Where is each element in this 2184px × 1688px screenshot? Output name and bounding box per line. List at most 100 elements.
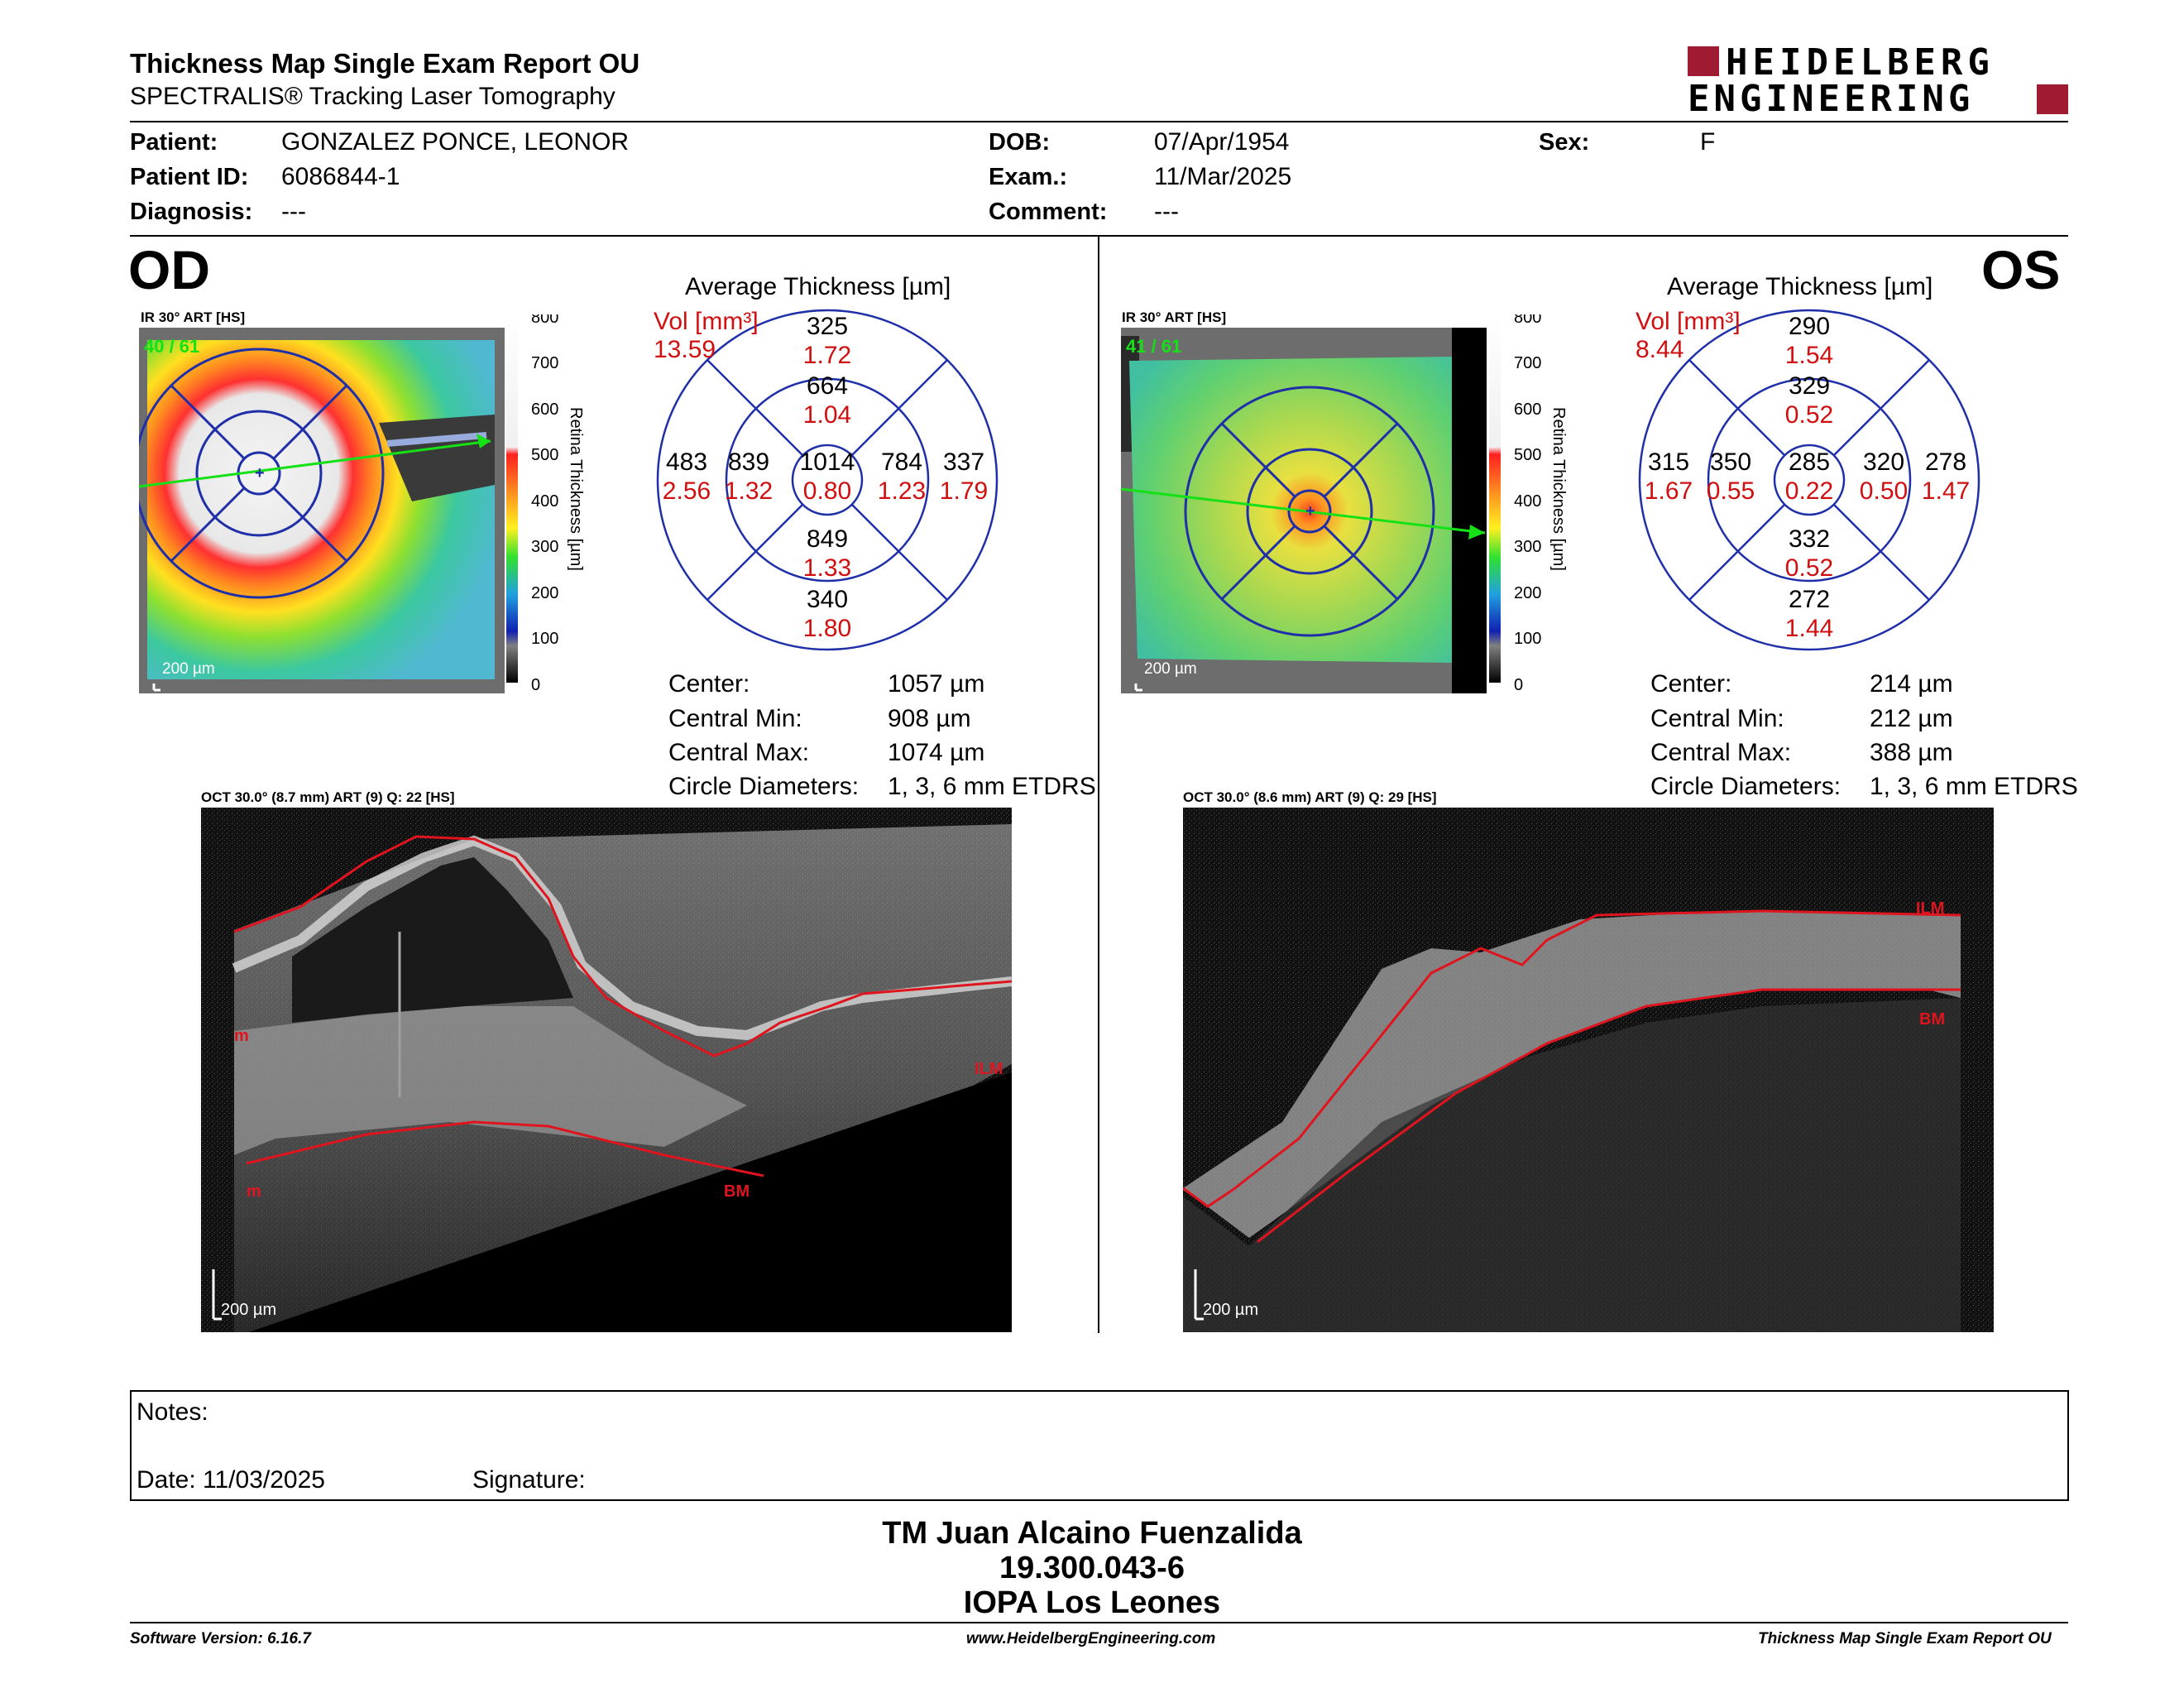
od-map-scale: 200 µm bbox=[162, 660, 215, 678]
os-thickness-map: + 41 / 61 200 µm bbox=[1121, 328, 1487, 693]
dob-label: DOB: bbox=[989, 129, 1051, 156]
os-outer-sup: 290 bbox=[1788, 313, 1831, 340]
svg-text:300: 300 bbox=[1514, 538, 1541, 556]
os-oct-label: OCT 30.0° (8.6 mm) ART (9) Q: 29 [HS] bbox=[1183, 789, 1437, 805]
patient-rule bbox=[130, 235, 2068, 237]
logo-text-bottom: ENGINEERING bbox=[1688, 78, 1975, 120]
os-outer-temp-vol: 1.67 bbox=[1644, 477, 1693, 505]
diagnosis-value: --- bbox=[281, 198, 306, 225]
od-center-vol: 0.80 bbox=[802, 477, 852, 505]
od-colorbar-label: Retina Thickness [µm] bbox=[567, 407, 585, 571]
od-inner-temp-vol: 1.32 bbox=[724, 477, 774, 505]
od-etdrs-grid bbox=[656, 309, 999, 651]
od-outer-inf: 340 bbox=[806, 586, 849, 613]
od-center-label: Center: bbox=[668, 670, 750, 698]
os-sector-values: 290 1.54 329 0.52 315 1.67 350 0.55 285 … bbox=[1636, 306, 1983, 654]
od-ir-label: IR 30° ART [HS] bbox=[141, 309, 246, 325]
notes-box[interactable]: Notes: Date: 11/03/2025 Signature: bbox=[130, 1390, 2069, 1501]
os-inner-nas-vol: 0.50 bbox=[1859, 477, 1909, 505]
logo-text-top: HEIDELBERG bbox=[1726, 41, 1995, 84]
os-eye-label: OS bbox=[1981, 239, 2061, 300]
exam-label: Exam.: bbox=[989, 164, 1068, 190]
comment-value: --- bbox=[1154, 198, 1179, 225]
od-cmin-label: Central Min: bbox=[668, 705, 802, 732]
od-outer-nas: 337 bbox=[942, 448, 985, 476]
od-center: 1014 bbox=[799, 448, 855, 476]
od-inner-inf: 849 bbox=[806, 525, 849, 553]
svg-text:200: 200 bbox=[531, 584, 558, 602]
website-link[interactable]: www.HeidelbergEngineering.com bbox=[966, 1630, 1216, 1647]
diagnosis-label: Diagnosis: bbox=[130, 199, 253, 225]
os-inner-inf: 332 bbox=[1788, 525, 1831, 553]
os-center: 285 bbox=[1788, 448, 1831, 476]
sex-label: Sex: bbox=[1539, 129, 1590, 156]
os-outer-inf-vol: 1.44 bbox=[1784, 615, 1834, 642]
od-outer-inf-vol: 1.80 bbox=[802, 615, 852, 642]
os-colorbar: 800 700 600 500 400 300 200 100 0 Retina… bbox=[1489, 314, 1568, 694]
svg-text:+: + bbox=[1305, 502, 1315, 520]
heidelberg-logo: HEIDELBERG ENGINEERING bbox=[1688, 41, 2068, 120]
svg-text:100: 100 bbox=[531, 630, 558, 648]
software-version: Software Version: 6.16.7 bbox=[130, 1630, 311, 1647]
svg-text:600: 600 bbox=[531, 400, 558, 419]
od-outer-sup-vol: 1.72 bbox=[802, 342, 852, 369]
od-oct-scale: 200 µm bbox=[221, 1301, 276, 1319]
os-center-vol: 0.22 bbox=[1784, 477, 1834, 505]
os-cmin-label: Central Min: bbox=[1650, 705, 1784, 732]
od-oct-label: OCT 30.0° (8.7 mm) ART (9) Q: 22 [HS] bbox=[201, 789, 455, 805]
od-m-label-1: m bbox=[234, 1027, 249, 1045]
od-outer-nas-vol: 1.79 bbox=[939, 477, 989, 505]
od-cmin-value: 908 µm bbox=[888, 705, 971, 732]
svg-text:0: 0 bbox=[1514, 676, 1523, 694]
signer-rut: 19.300.043-6 bbox=[999, 1551, 1185, 1585]
od-inner-sup-vol: 1.04 bbox=[802, 401, 852, 429]
svg-text:700: 700 bbox=[531, 354, 558, 372]
od-colorbar-ticks: 800 700 600 500 400 300 200 100 0 bbox=[531, 314, 558, 694]
patient-label: Patient: bbox=[130, 129, 218, 156]
os-avg-title: Average Thickness [µm] bbox=[1667, 273, 1933, 300]
svg-text:500: 500 bbox=[1514, 446, 1541, 464]
os-circ-label: Circle Diameters: bbox=[1650, 773, 1842, 800]
logo-square-top bbox=[1688, 46, 1719, 76]
patient-id-value: 6086844-1 bbox=[281, 163, 400, 190]
signer-name: TM Juan Alcaino Fuenzalida bbox=[882, 1516, 1302, 1551]
od-m-label-2: m bbox=[247, 1182, 261, 1201]
os-outer-sup-vol: 1.54 bbox=[1784, 342, 1834, 369]
svg-text:300: 300 bbox=[531, 538, 558, 556]
os-cmax-label: Central Max: bbox=[1650, 739, 1792, 766]
notes-label: Notes: bbox=[136, 1398, 208, 1426]
os-map-scale: 200 µm bbox=[1144, 660, 1197, 678]
footer-rule bbox=[130, 1622, 2068, 1623]
exam-value: 11/Mar/2025 bbox=[1154, 163, 1292, 190]
notes-date: Date: 11/03/2025 bbox=[136, 1466, 325, 1494]
eye-divider bbox=[1098, 237, 1099, 1333]
os-inner-sup-vol: 0.52 bbox=[1784, 401, 1834, 429]
svg-text:600: 600 bbox=[1514, 400, 1541, 419]
svg-text:400: 400 bbox=[1514, 492, 1541, 511]
svg-text:800: 800 bbox=[531, 314, 558, 327]
od-outer-temp: 483 bbox=[665, 448, 708, 476]
od-bm-label: BM bbox=[724, 1182, 750, 1201]
os-outer-inf: 272 bbox=[1788, 586, 1831, 613]
svg-text:100: 100 bbox=[1514, 630, 1541, 648]
os-frames: 41 / 61 bbox=[1126, 336, 1181, 357]
logo-square-bottom bbox=[2037, 84, 2068, 114]
os-outer-nas: 278 bbox=[1924, 448, 1967, 476]
sex-value: F bbox=[1700, 128, 1716, 156]
svg-text:200: 200 bbox=[1514, 584, 1541, 602]
od-oct-scan: m m BM ILM 200 µm bbox=[201, 808, 1012, 1332]
os-inner-sup: 329 bbox=[1788, 372, 1831, 400]
os-inner-nas: 320 bbox=[1862, 448, 1905, 476]
os-inner-temp-vol: 0.55 bbox=[1706, 477, 1755, 505]
od-circ-label: Circle Diameters: bbox=[668, 773, 860, 800]
os-inner-inf-vol: 0.52 bbox=[1784, 554, 1834, 582]
report-subtitle: SPECTRALIS® Tracking Laser Tomography bbox=[130, 83, 615, 110]
signer-clinic: IOPA Los Leones bbox=[963, 1585, 1221, 1620]
svg-text:800: 800 bbox=[1514, 314, 1541, 327]
os-cmax-value: 388 µm bbox=[1870, 739, 1953, 766]
svg-text:500: 500 bbox=[531, 446, 558, 464]
comment-label: Comment: bbox=[989, 199, 1108, 225]
os-colorbar-label: Retina Thickness [µm] bbox=[1549, 407, 1568, 571]
od-inner-temp: 839 bbox=[727, 448, 770, 476]
svg-text:0: 0 bbox=[531, 676, 540, 694]
